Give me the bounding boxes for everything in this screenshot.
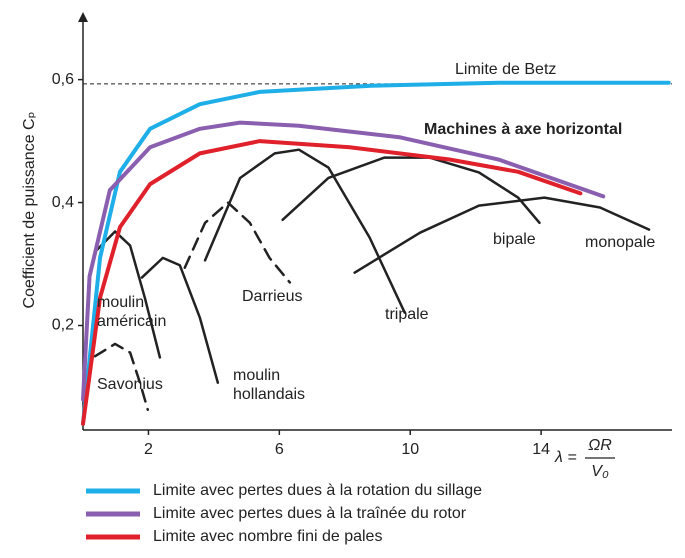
curve-label: Savonius xyxy=(97,376,163,393)
y-tick-label: 0,2 xyxy=(52,317,74,334)
curve-label: monopale xyxy=(585,234,655,251)
curve-label: moulin xyxy=(233,367,280,384)
rotor-curve xyxy=(93,342,150,411)
x-axis-denominator: V₀ xyxy=(591,463,609,480)
y-axis-label: Coefficient de puissance Cₚ xyxy=(21,112,38,309)
y-tick-label: 0,6 xyxy=(52,71,74,88)
x-axis-numerator: ΩR xyxy=(588,437,612,454)
limit-curve xyxy=(81,139,583,426)
x-tick-label: 2 xyxy=(144,441,153,458)
x-tick-label: 6 xyxy=(275,441,284,458)
y-tick-label: 0,4 xyxy=(52,194,74,211)
legend-label: Limite avec nombre fini de pales xyxy=(153,528,382,545)
x-tick-label: 10 xyxy=(401,441,419,458)
limit-curve xyxy=(81,120,606,402)
rotor-curve xyxy=(203,148,406,314)
curve-label: bipale xyxy=(493,231,536,248)
rotor-curve xyxy=(183,201,292,284)
curve-label: hollandais xyxy=(233,386,305,403)
curve-label: américain xyxy=(97,313,166,330)
legend-label: Limite avec pertes dues à la traînée du … xyxy=(153,505,467,522)
x-axis-symbol: λ = xyxy=(554,449,577,466)
y-axis-arrow xyxy=(78,12,88,22)
limit-curve xyxy=(81,80,671,426)
curve-label: tripale xyxy=(385,306,429,323)
annotation: Machines à axe horizontal xyxy=(424,121,622,138)
rotor-curve xyxy=(140,256,220,384)
betz-label: Limite de Betz xyxy=(455,61,556,78)
x-tick-label: 14 xyxy=(532,441,550,458)
rotor-curve xyxy=(353,196,651,274)
rotor-curve xyxy=(93,230,162,359)
curve-label: moulin xyxy=(97,294,144,311)
curve-label: Darrieus xyxy=(242,288,302,305)
legend-label: Limite avec pertes dues à la rotation du… xyxy=(153,482,482,499)
